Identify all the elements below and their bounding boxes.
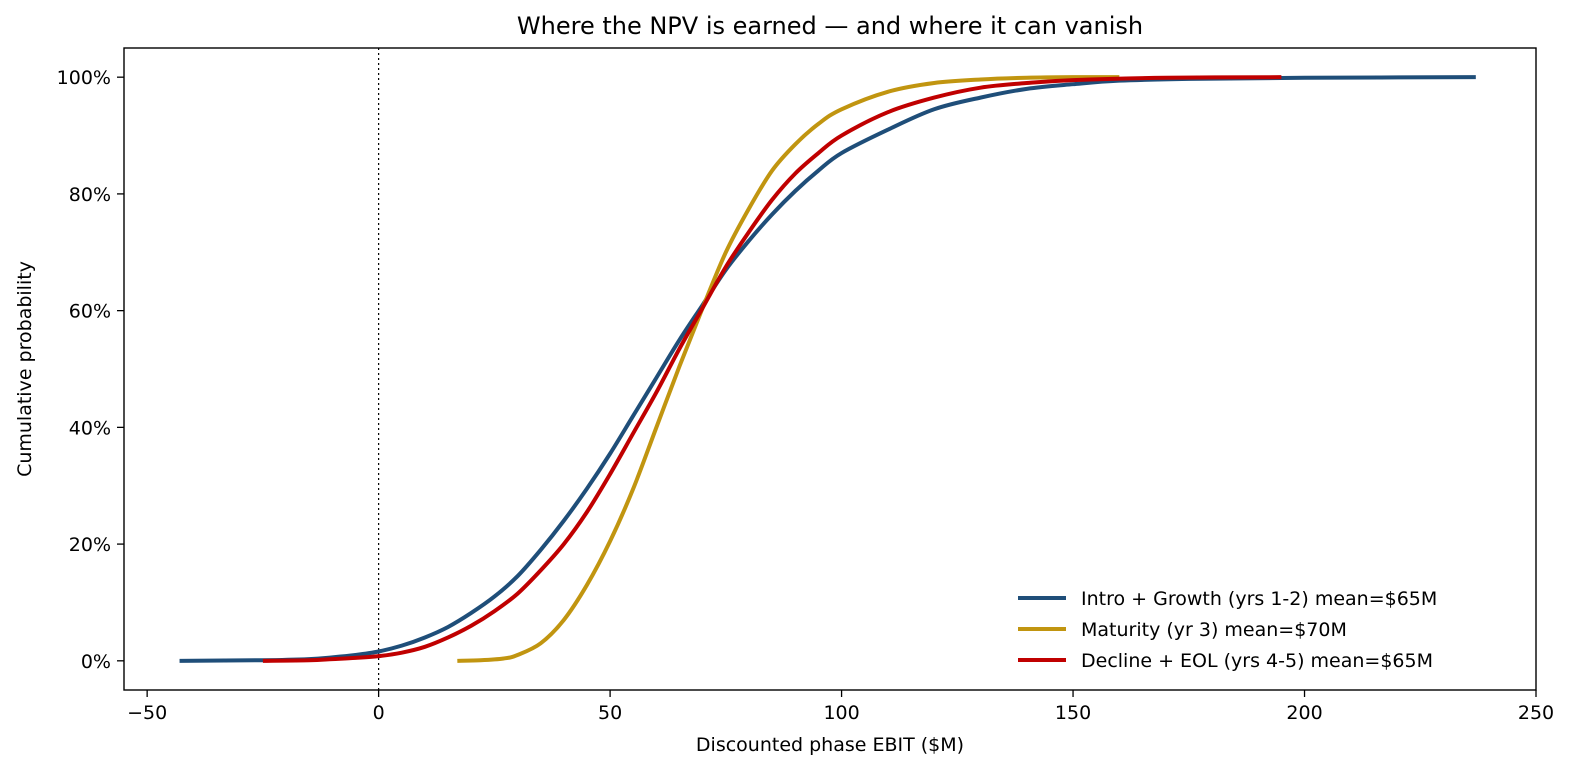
y-tick-label: 100% bbox=[57, 67, 111, 89]
y-axis-label: Cumulative probability bbox=[14, 261, 36, 477]
chart-title: Where the NPV is earned — and where it c… bbox=[517, 12, 1143, 40]
y-axis: 0% 20% 40% 60% 80% 100% bbox=[57, 67, 124, 673]
x-tick-label: 100 bbox=[823, 702, 859, 724]
x-tick-label: 200 bbox=[1286, 702, 1322, 724]
legend-label-1: Maturity (yr 3) mean=$70M bbox=[1081, 619, 1347, 641]
legend: Intro + Growth (yrs 1-2) mean=$65M Maturi… bbox=[1018, 588, 1437, 672]
x-axis: −50 0 50 100 150 200 250 bbox=[127, 690, 1554, 724]
x-tick-label: 0 bbox=[373, 702, 385, 724]
x-tick-label: 250 bbox=[1518, 702, 1554, 724]
plot-frame bbox=[123, 47, 1537, 691]
series-line-2 bbox=[262, 75, 1282, 663]
y-tick-label: 60% bbox=[69, 301, 111, 323]
legend-label-2: Decline + EOL (yrs 4-5) mean=$65M bbox=[1081, 650, 1433, 672]
y-tick-label: 20% bbox=[69, 534, 111, 556]
x-tick-label: 150 bbox=[1055, 702, 1091, 724]
y-tick-label: 80% bbox=[69, 184, 111, 206]
x-tick-label: −50 bbox=[127, 702, 167, 724]
y-tick-label: 0% bbox=[81, 651, 111, 673]
series-lines bbox=[179, 75, 1476, 663]
series-line-0 bbox=[179, 75, 1476, 663]
x-tick-label: 50 bbox=[598, 702, 622, 724]
x-axis-label: Discounted phase EBIT ($M) bbox=[696, 734, 964, 756]
legend-label-0: Intro + Growth (yrs 1-2) mean=$65M bbox=[1081, 588, 1437, 610]
series-line-1 bbox=[457, 75, 1120, 663]
y-tick-label: 40% bbox=[69, 417, 111, 439]
